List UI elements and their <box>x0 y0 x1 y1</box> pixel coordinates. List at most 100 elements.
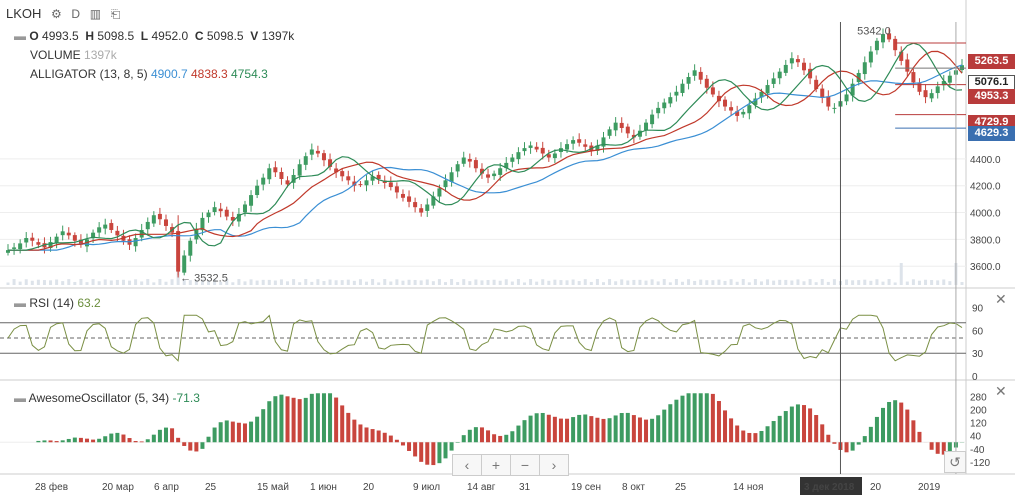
candle-body <box>255 185 260 196</box>
ao-bar <box>607 418 612 443</box>
bar-chart-icon[interactable]: ▥ <box>89 7 102 21</box>
volume-bar <box>529 279 533 285</box>
volume-bar <box>589 281 593 285</box>
candle-body <box>583 144 588 147</box>
volume-bar <box>128 280 132 285</box>
candle-body <box>716 95 721 102</box>
ao-bar <box>315 393 320 443</box>
ao-bar <box>917 431 922 443</box>
candle-body <box>419 208 424 213</box>
ao-bar <box>48 440 53 443</box>
ao-bar <box>473 427 478 443</box>
ao-bar <box>753 433 758 443</box>
candle-body <box>340 171 345 177</box>
ao-bar <box>613 415 618 443</box>
close-ao-icon[interactable]: ✕ <box>995 383 1007 399</box>
scroll-left-button[interactable]: ‹ <box>452 454 482 476</box>
volume-bar <box>401 280 405 285</box>
ao-bar <box>346 412 351 443</box>
ao-bar <box>802 405 807 443</box>
close-rsi-icon[interactable]: ✕ <box>995 291 1007 307</box>
candle-body <box>224 209 229 217</box>
ao-bar <box>905 409 910 443</box>
ao-bar <box>54 441 59 443</box>
volume-bar <box>553 279 557 285</box>
ao-bar <box>303 397 308 443</box>
volume-bar <box>383 279 387 285</box>
volume-bar <box>608 279 612 285</box>
ao-bar <box>893 400 898 443</box>
zoom-in-button[interactable]: + <box>481 454 511 476</box>
ao-bar <box>358 424 363 443</box>
symbol-label[interactable]: LKOH <box>6 6 42 21</box>
volume-bar <box>826 281 830 285</box>
volume-bar <box>881 281 885 285</box>
candle-body <box>504 162 509 169</box>
candle-body <box>291 174 296 183</box>
volume-bar <box>668 282 672 285</box>
volume-bar <box>674 279 678 285</box>
candle-body <box>595 145 600 151</box>
reset-view-icon[interactable]: ↺ <box>944 451 966 473</box>
volume-bar <box>486 280 490 285</box>
ao-bar <box>72 437 77 443</box>
volume-bar <box>24 279 28 285</box>
volume-bar <box>778 279 782 285</box>
ao-bar <box>868 426 873 443</box>
volume-bar <box>729 279 733 285</box>
ao-bar <box>388 435 393 443</box>
volume-bar <box>298 282 302 285</box>
volume-bar <box>73 281 77 285</box>
volume-bar <box>917 280 921 285</box>
candle-body <box>662 102 667 109</box>
ao-bar <box>662 409 667 443</box>
save-icon[interactable]: ⎗ <box>110 7 121 21</box>
zoom-out-button[interactable]: − <box>510 454 540 476</box>
ao-bar <box>127 438 132 443</box>
candle-body <box>498 168 503 175</box>
rsi-legend[interactable]: ▬ RSI (14) 63.2 <box>14 296 101 310</box>
ao-bar <box>249 421 254 443</box>
volume-bar <box>456 282 460 285</box>
volume-bar <box>249 279 253 285</box>
alligator-lips-line <box>8 42 963 251</box>
ao-legend[interactable]: ▬ AwesomeOscillator (5, 34) -71.3 <box>14 391 200 405</box>
time-tick-label: 14 ноя <box>733 482 763 493</box>
volume-bar <box>164 281 168 285</box>
scroll-right-button[interactable]: › <box>539 454 569 476</box>
rsi-line <box>7 314 963 362</box>
ao-bar <box>103 436 108 443</box>
candle-body <box>12 247 17 249</box>
candle-body <box>394 186 399 193</box>
ao-bar <box>413 442 418 457</box>
candle-body <box>261 177 266 185</box>
candle-body <box>911 72 916 83</box>
candle-body <box>407 196 412 202</box>
volume-bar <box>595 279 599 285</box>
volume-bar <box>650 279 654 285</box>
ao-bar <box>224 420 229 443</box>
ao-bar <box>115 432 120 443</box>
ao-bar <box>516 425 521 443</box>
ao-bar <box>832 442 837 444</box>
candle-body <box>388 182 393 188</box>
alligator-legend[interactable]: ALLIGATOR (13, 8, 5) 4900.7 4838.3 4754.… <box>30 67 268 81</box>
volume-bar <box>820 279 824 285</box>
ao-bar <box>297 399 302 443</box>
volume-bar <box>601 282 605 285</box>
volume-legend[interactable]: VOLUME 1397k <box>30 48 117 62</box>
d-label[interactable]: D <box>71 7 81 21</box>
time-tick-label: 25 <box>675 482 687 493</box>
time-tick-label: 31 <box>519 482 531 493</box>
candle-body <box>267 168 272 180</box>
volume-bar <box>638 279 642 285</box>
alligator-teeth-line <box>8 50 963 251</box>
volume-bar <box>705 280 709 285</box>
volume-bar <box>6 282 10 285</box>
candle-body <box>729 107 734 111</box>
volume-bar <box>207 280 211 285</box>
gear-icon[interactable]: ⚙ <box>51 7 62 21</box>
ao-bar <box>97 438 102 443</box>
